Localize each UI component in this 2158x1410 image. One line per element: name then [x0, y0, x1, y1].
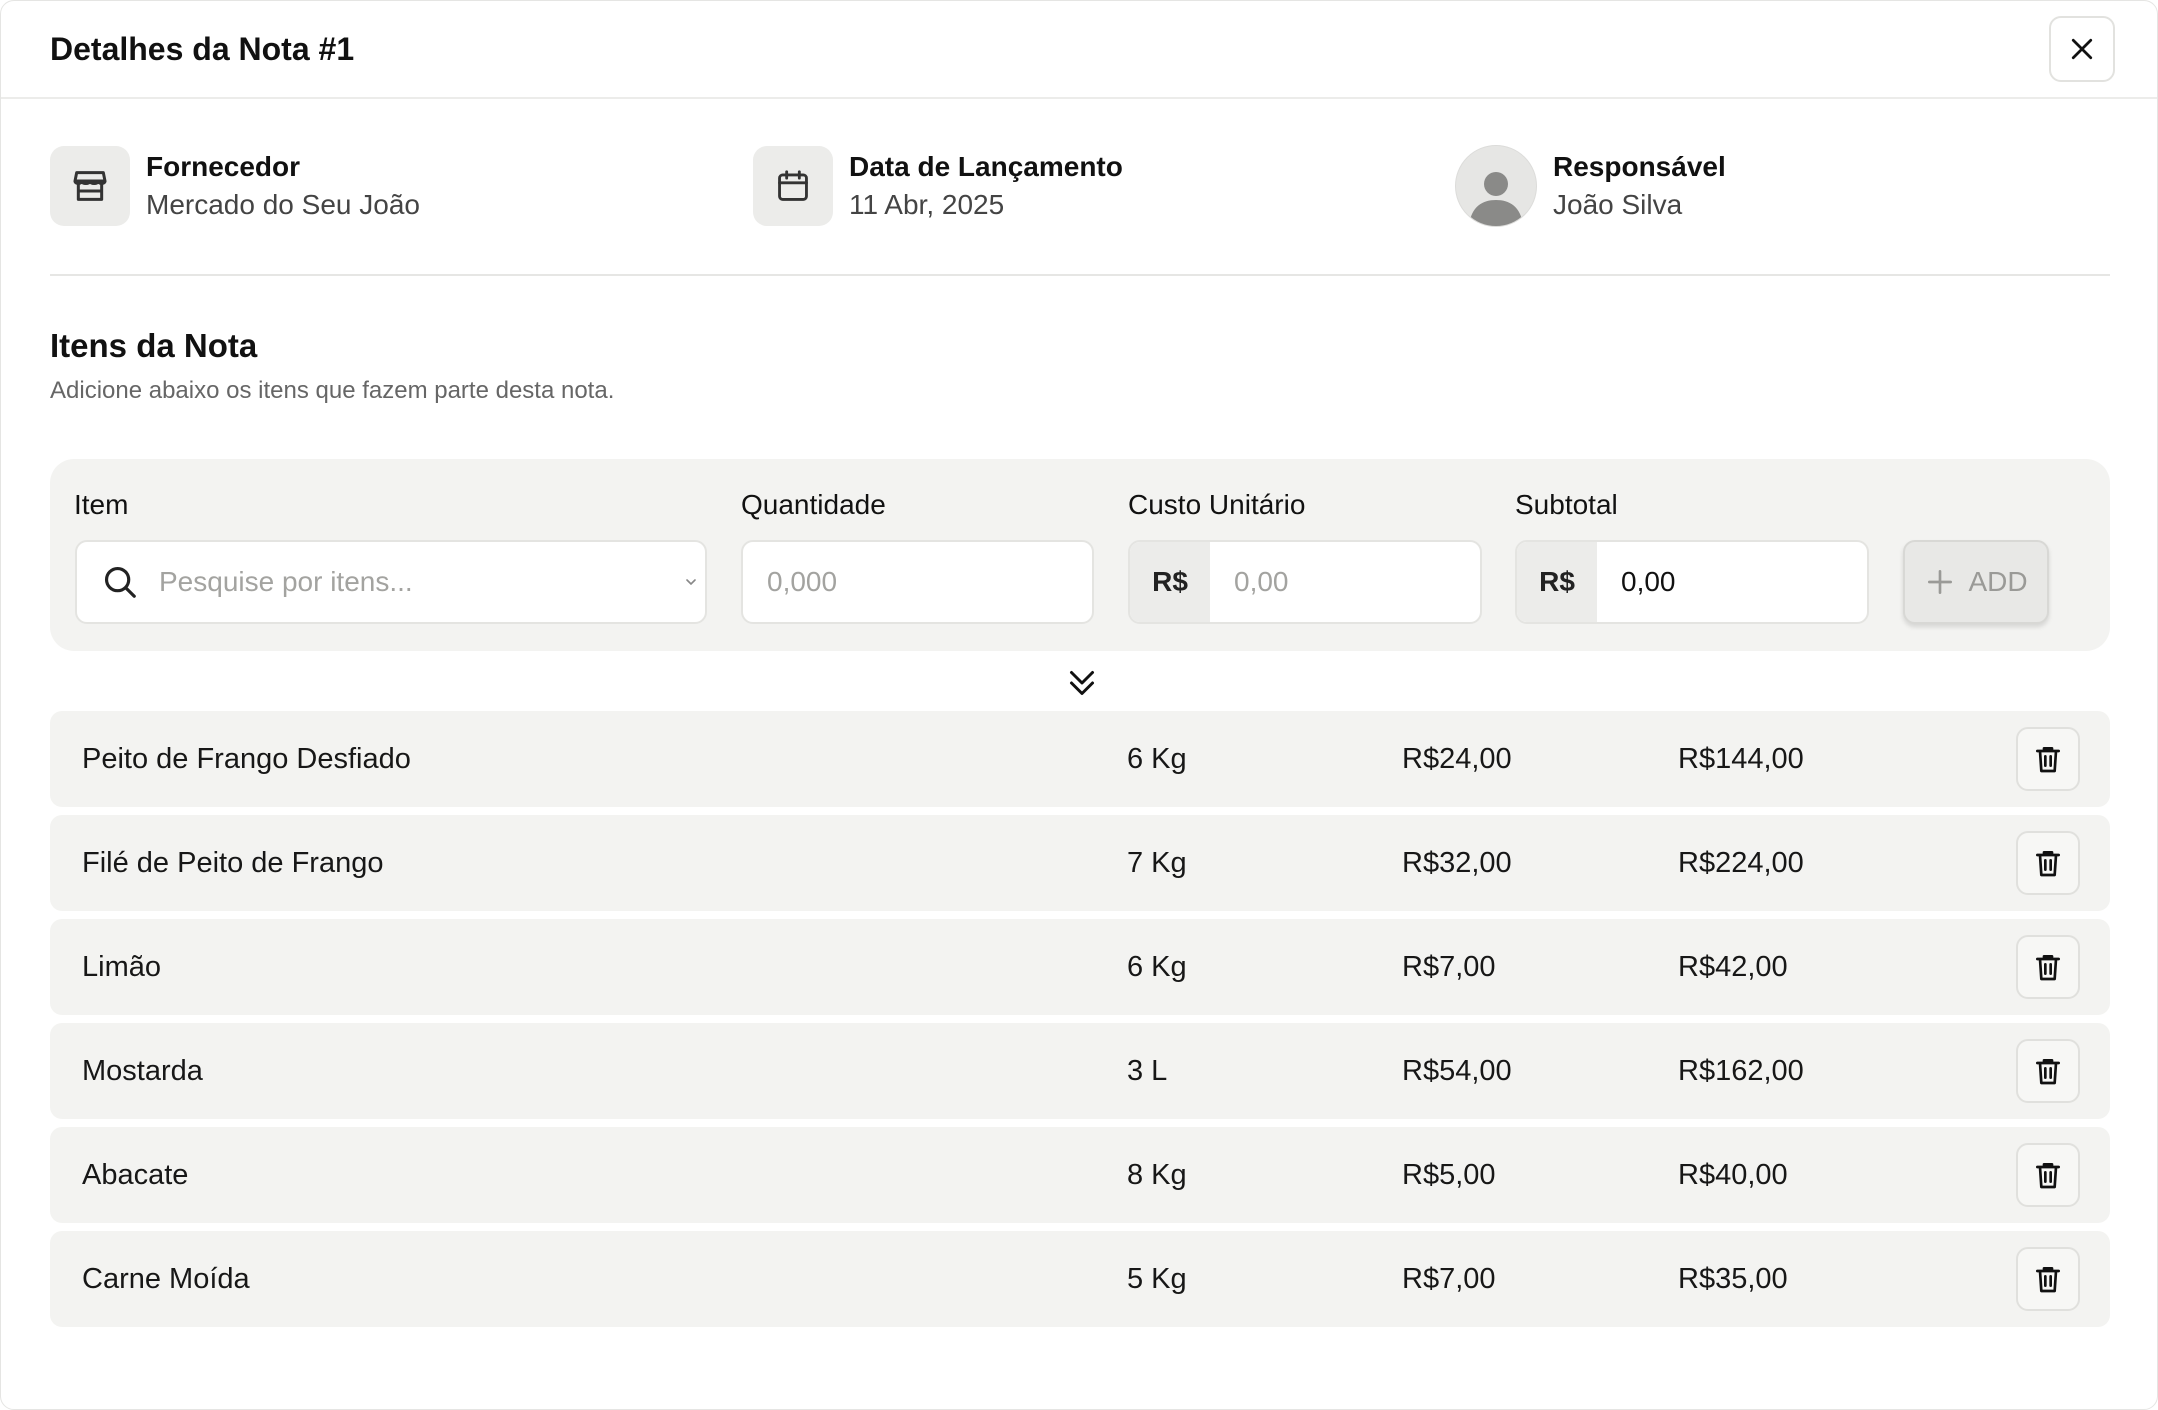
- item-subtotal: R$224,00: [1678, 847, 1804, 879]
- item-name: Mostarda: [82, 1055, 203, 1087]
- search-icon: [104, 566, 136, 598]
- calendar-icon: [753, 146, 833, 226]
- supplier-value: Mercado do Seu João: [146, 189, 420, 220]
- close-icon: [2071, 38, 2093, 60]
- avatar-icon: [1455, 145, 1537, 227]
- item-subtotal: R$35,00: [1678, 1263, 1788, 1295]
- supplier-label: Fornecedor: [146, 151, 301, 182]
- item-subtotal: R$40,00: [1678, 1159, 1788, 1191]
- item-name: Carne Moída: [82, 1263, 250, 1295]
- delete-item-button[interactable]: [2016, 1143, 2080, 1207]
- item-quantity: 5 Kg: [1127, 1263, 1187, 1295]
- list-item: Filé de Peito de Frango 7 Kg R$32,00 R$2…: [50, 815, 2110, 911]
- item-name: Peito de Frango Desfiado: [82, 743, 411, 775]
- owner-value: João Silva: [1553, 189, 1683, 220]
- unit-cost-field[interactable]: R$: [1128, 540, 1482, 624]
- item-unit-cost: R$7,00: [1402, 1263, 1496, 1295]
- owner-label: Responsável: [1553, 151, 1726, 182]
- item-unit-cost: R$5,00: [1402, 1159, 1496, 1191]
- chevrons-down-icon[interactable]: [1064, 665, 1100, 701]
- list-item: Mostarda 3 L R$54,00 R$162,00: [50, 1023, 2110, 1119]
- item-unit-cost: R$7,00: [1402, 951, 1496, 983]
- quantity-field[interactable]: [741, 540, 1094, 624]
- date-value: 11 Abr, 2025: [849, 189, 1005, 220]
- add-item-form: Item Quantidade Custo Unitário Subtotal …: [50, 459, 2110, 651]
- add-button-label: ADD: [1968, 566, 2028, 597]
- list-item: Limão 6 Kg R$7,00 R$42,00: [50, 919, 2110, 1015]
- trash-icon: [2036, 851, 2060, 877]
- quantity-label: Quantidade: [741, 489, 886, 520]
- item-quantity: 6 Kg: [1127, 951, 1187, 983]
- meta-supplier: Fornecedor Mercado do Seu João: [50, 146, 420, 226]
- store-icon: [50, 146, 130, 226]
- trash-icon: [2036, 1163, 2060, 1189]
- list-item: Carne Moída 5 Kg R$7,00 R$35,00: [50, 1231, 2110, 1327]
- subtotal-field[interactable]: R$: [1515, 540, 1869, 624]
- unit-cost-input[interactable]: [1210, 566, 1480, 598]
- item-subtotal: R$42,00: [1678, 951, 1788, 983]
- item-unit-cost: R$32,00: [1402, 847, 1512, 879]
- items-section-title: Itens da Nota: [50, 327, 258, 364]
- trash-icon: [2036, 747, 2060, 773]
- modal-header: Detalhes da Nota #1: [1, 1, 2157, 99]
- item-unit-cost: R$54,00: [1402, 1055, 1512, 1087]
- quantity-input[interactable]: [743, 566, 1092, 598]
- item-subtotal: R$144,00: [1678, 743, 1804, 775]
- note-meta: Fornecedor Mercado do Seu João Data de L…: [50, 145, 2110, 227]
- item-name: Limão: [82, 951, 161, 983]
- item-label: Item: [74, 489, 129, 520]
- close-button[interactable]: [2049, 16, 2115, 82]
- chevron-down-icon[interactable]: [683, 574, 699, 590]
- delete-item-button[interactable]: [2016, 831, 2080, 895]
- item-name: Abacate: [82, 1159, 189, 1191]
- add-item-button[interactable]: ADD: [1903, 540, 2049, 624]
- item-quantity: 7 Kg: [1127, 847, 1187, 879]
- item-quantity: 3 L: [1127, 1055, 1168, 1087]
- item-name: Filé de Peito de Frango: [82, 847, 384, 879]
- item-quantity: 8 Kg: [1127, 1159, 1187, 1191]
- list-item: Peito de Frango Desfiado 6 Kg R$24,00 R$…: [50, 711, 2110, 807]
- subtotal-input[interactable]: [1597, 566, 1867, 598]
- unit-cost-prefix: R$: [1130, 542, 1210, 622]
- plus-icon: [1928, 570, 1953, 594]
- item-subtotal: R$162,00: [1678, 1055, 1804, 1087]
- delete-item-button[interactable]: [2016, 1247, 2080, 1311]
- trash-icon: [2036, 1059, 2060, 1085]
- delete-item-button[interactable]: [2016, 727, 2080, 791]
- item-search-select[interactable]: [75, 540, 707, 624]
- section-divider: [50, 274, 2110, 276]
- item-quantity: 6 Kg: [1127, 743, 1187, 775]
- item-search-input[interactable]: [139, 566, 683, 598]
- delete-item-button[interactable]: [2016, 935, 2080, 999]
- unit-cost-label: Custo Unitário: [1128, 489, 1306, 520]
- subtotal-label: Subtotal: [1515, 489, 1618, 520]
- modal-title: Detalhes da Nota #1: [50, 30, 355, 67]
- date-label: Data de Lançamento: [849, 151, 1123, 182]
- item-unit-cost: R$24,00: [1402, 743, 1512, 775]
- trash-icon: [2036, 955, 2060, 981]
- meta-date: Data de Lançamento 11 Abr, 2025: [753, 146, 1123, 226]
- delete-item-button[interactable]: [2016, 1039, 2080, 1103]
- trash-icon: [2036, 1267, 2060, 1293]
- items-section-subtitle: Adicione abaixo os itens que fazem parte…: [50, 377, 615, 404]
- list-item: Abacate 8 Kg R$5,00 R$40,00: [50, 1127, 2110, 1223]
- meta-owner: Responsável João Silva: [1455, 145, 1726, 227]
- subtotal-prefix: R$: [1517, 542, 1597, 622]
